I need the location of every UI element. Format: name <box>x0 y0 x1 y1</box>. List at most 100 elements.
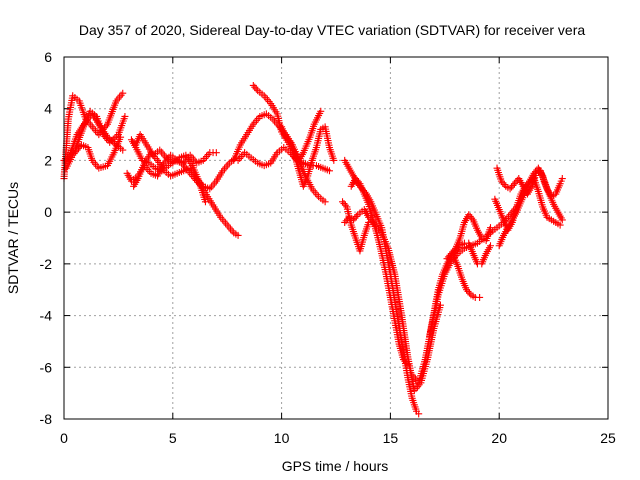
data-point <box>558 175 566 183</box>
data-point <box>499 179 507 187</box>
data-point <box>415 410 423 418</box>
data-point <box>465 211 473 219</box>
data-point <box>466 212 474 220</box>
x-tick-label: 5 <box>169 430 177 446</box>
data-point <box>464 287 472 295</box>
data-point <box>251 83 259 91</box>
data-point <box>352 212 360 220</box>
y-tick-label: 4 <box>44 101 52 117</box>
series-arc-1 <box>60 89 127 183</box>
y-tick-label: 0 <box>44 204 52 220</box>
data-point <box>341 218 349 226</box>
data-point <box>463 286 471 294</box>
y-tick-label: -8 <box>40 411 53 427</box>
data-point <box>69 148 77 156</box>
x-tick-labels: 0 5 10 15 20 25 <box>60 430 616 446</box>
x-tick-label: 20 <box>491 430 507 446</box>
data-point <box>109 135 117 143</box>
data-point <box>476 293 484 301</box>
x-tick-label: 0 <box>60 430 68 446</box>
data-point <box>106 138 114 146</box>
series-arc-18 <box>426 239 494 340</box>
data-point <box>68 150 76 158</box>
data-point <box>465 289 473 297</box>
data-point <box>354 178 362 186</box>
data-point <box>283 135 291 143</box>
data-point <box>107 137 115 145</box>
data-point <box>340 200 348 208</box>
data-point <box>508 183 516 191</box>
series-arc-4 <box>62 107 129 164</box>
data-point <box>339 198 347 206</box>
data-point <box>111 134 119 142</box>
data-point <box>119 146 127 154</box>
series-arc-16 <box>347 175 412 369</box>
x-tick-label: 15 <box>383 430 399 446</box>
data-point <box>523 181 531 189</box>
data-point <box>486 224 494 232</box>
data-point <box>521 182 529 190</box>
data-point <box>399 356 407 364</box>
x-axis-label: GPS time / hours <box>282 458 389 474</box>
data-point <box>353 176 361 184</box>
data-point <box>317 107 325 115</box>
data-point <box>352 175 360 183</box>
plot-frame <box>63 56 609 420</box>
series-arc-8 <box>123 149 220 185</box>
data-point <box>321 198 329 206</box>
data-point <box>282 133 290 141</box>
data-point <box>252 85 260 93</box>
x-tick-label: 10 <box>274 430 290 446</box>
data-point <box>341 201 349 209</box>
data-point <box>102 122 110 130</box>
y-axis-label: SDTVAR / TECUs <box>5 182 21 294</box>
data-point <box>285 137 293 145</box>
data-point <box>500 181 508 189</box>
y-tick-label: -4 <box>40 308 53 324</box>
chart-title: Day 357 of 2020, Sidereal Day-to-day VTE… <box>79 22 585 38</box>
data-point <box>524 179 532 187</box>
data-point <box>506 185 514 193</box>
data-point <box>330 156 338 164</box>
data-point <box>201 198 209 206</box>
series-arc-12 <box>278 123 338 190</box>
x-tick-label: 25 <box>600 430 616 446</box>
data-point <box>64 155 72 163</box>
y-tick-labels: -8 -6 -4 -2 0 2 4 6 <box>40 49 53 427</box>
grid-lines <box>64 57 608 419</box>
series-arc-3 <box>62 133 125 172</box>
y-tick-label: -6 <box>40 359 53 375</box>
y-tick-label: 2 <box>44 152 52 168</box>
data-point <box>404 361 412 369</box>
data-point <box>497 177 505 185</box>
data-points <box>60 81 566 418</box>
data-point <box>486 242 494 250</box>
data-point <box>249 81 257 89</box>
series-arc-19 <box>443 211 494 263</box>
data-point <box>436 301 444 309</box>
data-point <box>446 251 454 259</box>
data-point <box>401 357 409 365</box>
data-point <box>443 255 451 263</box>
series-arc-23 <box>491 175 564 234</box>
data-point <box>121 112 129 120</box>
data-point <box>212 149 220 157</box>
y-tick-label: 6 <box>44 49 52 65</box>
data-point <box>468 214 476 222</box>
data-point <box>402 359 410 367</box>
data-point <box>67 151 75 159</box>
series-arc-15 <box>339 198 377 255</box>
data-point <box>325 167 333 175</box>
data-point <box>119 89 127 97</box>
data-point <box>450 246 458 254</box>
data-point <box>509 181 517 189</box>
data-point <box>234 231 242 239</box>
data-point <box>449 248 457 256</box>
data-point <box>444 253 452 261</box>
y-tick-label: -2 <box>40 256 53 272</box>
data-point <box>65 153 73 161</box>
data-point <box>510 180 518 188</box>
data-point <box>558 216 566 224</box>
